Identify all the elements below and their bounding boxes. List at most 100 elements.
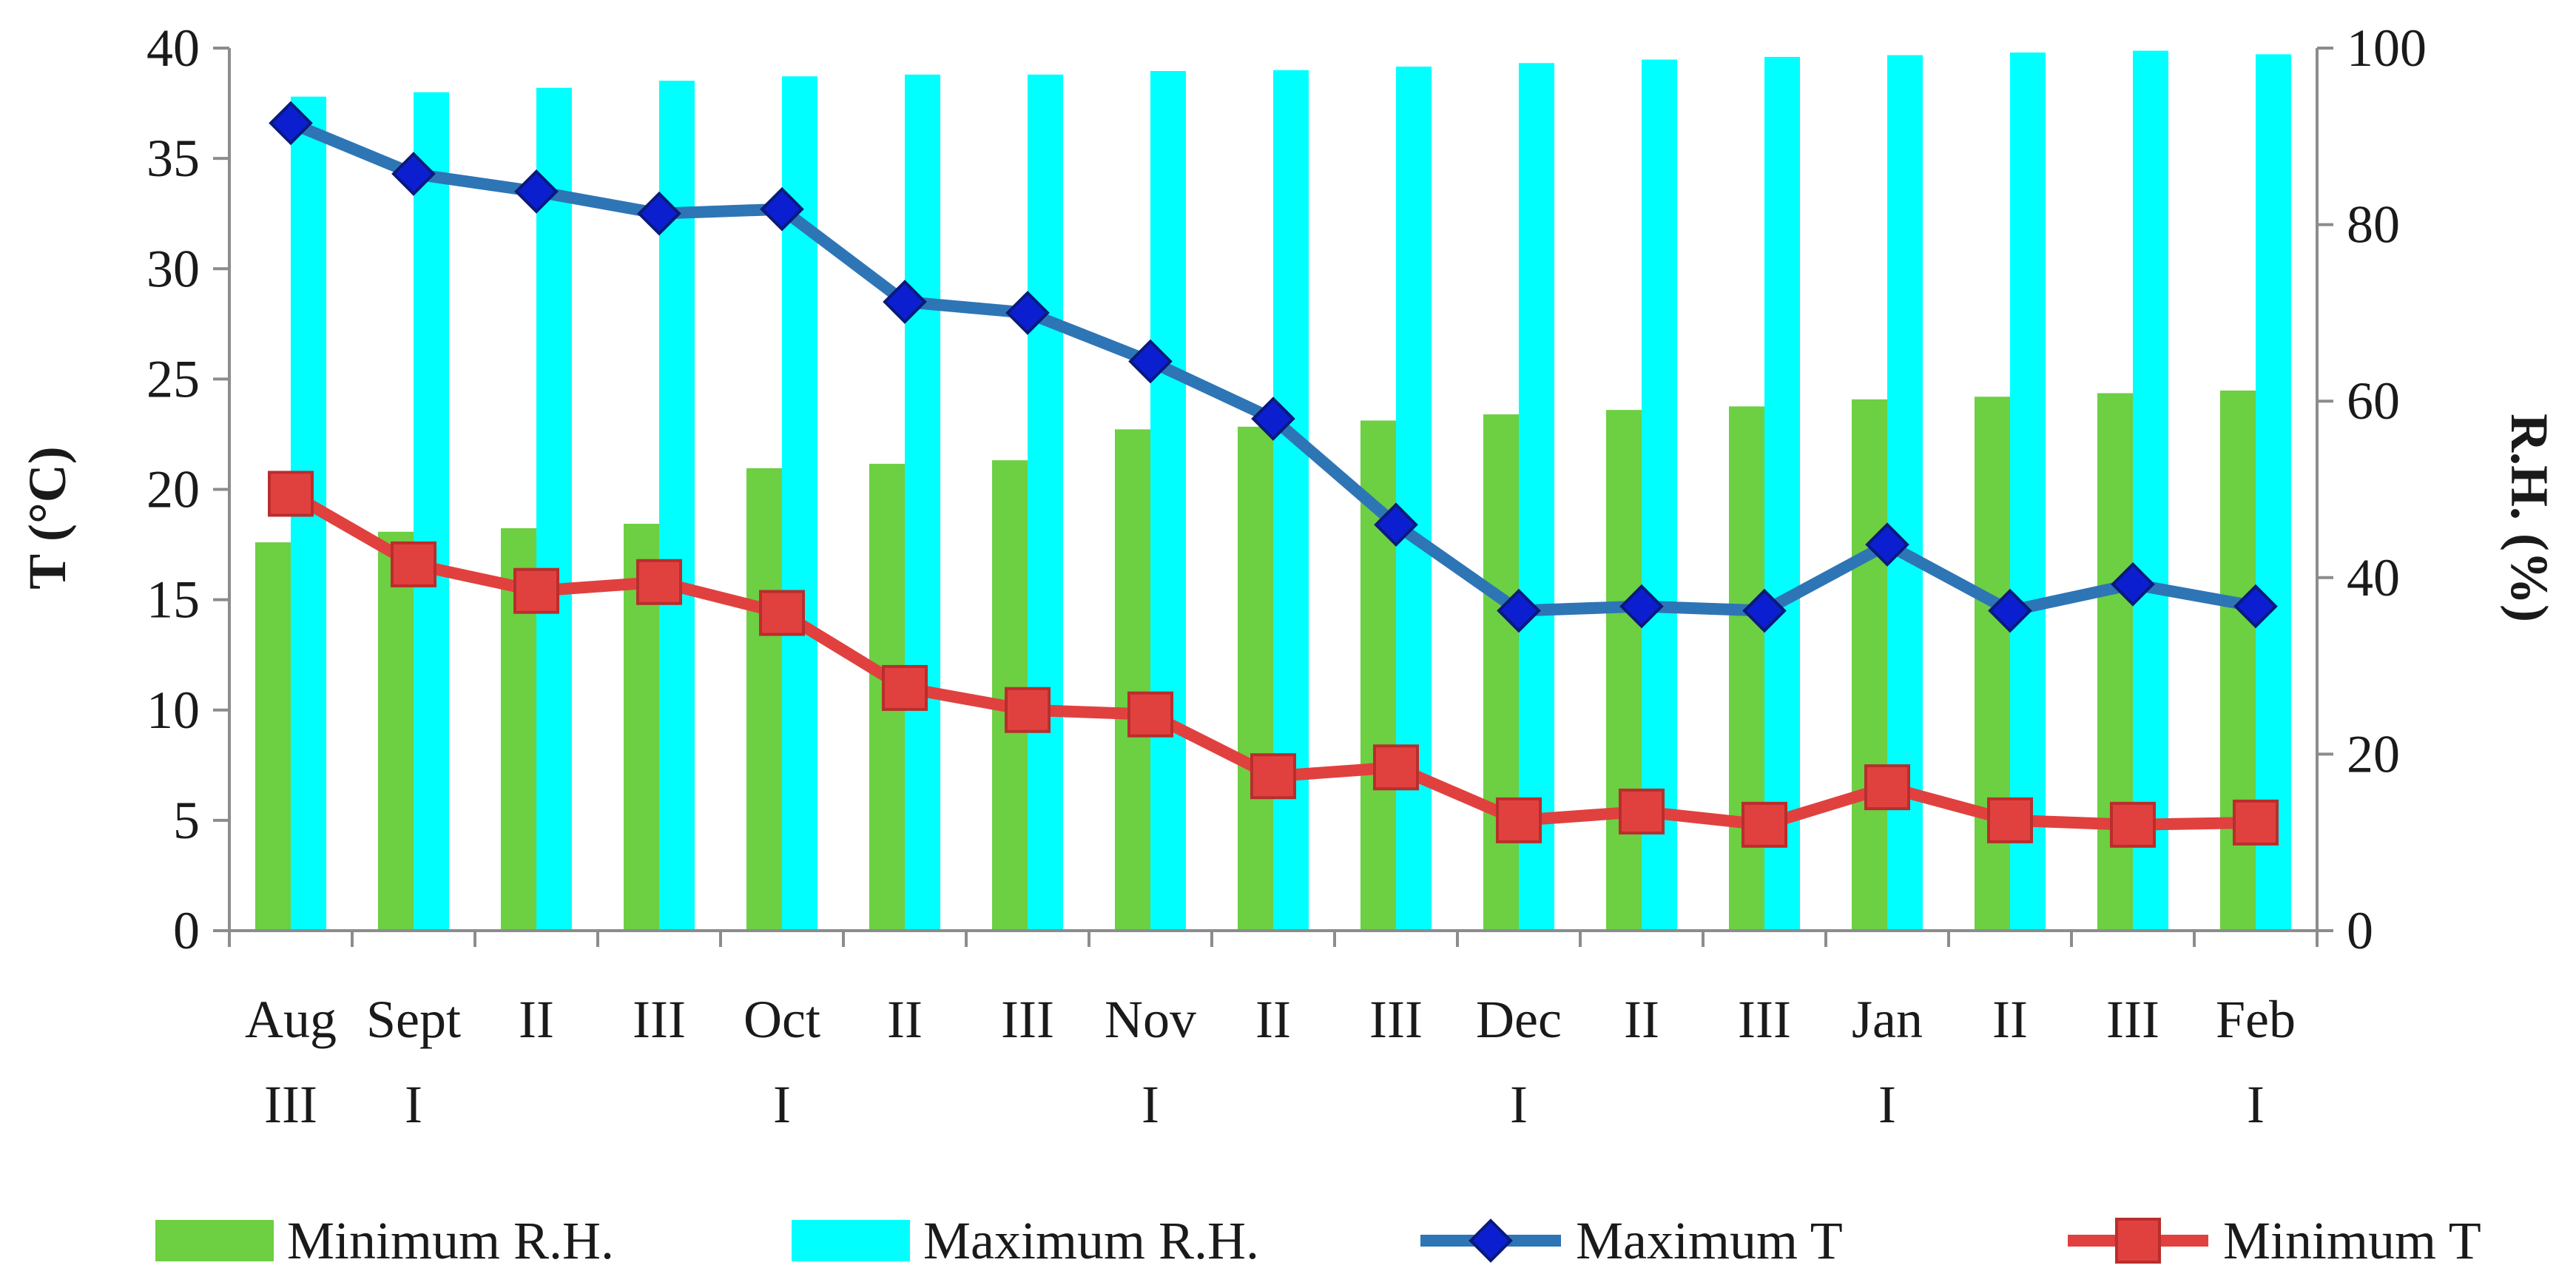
bar-maximum-r-h-12 [1764,56,1800,931]
x-category-sublabel: III [264,1075,317,1134]
point-minimum-t-2 [513,567,559,614]
x-category-label: Jan [1852,990,1923,1049]
x-category-label: III [1369,990,1423,1049]
y-right-tick-label: 80 [2347,195,2400,254]
point-maximum-t-8 [1251,397,1295,441]
y-right-tick-label: 100 [2347,18,2427,78]
bar-maximum-r-h-6 [1028,74,1063,931]
bar-minimum-r-h-0 [255,542,291,931]
bar-minimum-r-h-8 [1238,426,1273,931]
legend-label-minimum-r-h: Minimum R.H. [287,1211,614,1270]
legend-label-minimum-t: Minimum T [2223,1211,2481,1270]
bar-maximum-r-h-16 [2256,54,2291,931]
point-minimum-t-12 [1742,801,1787,848]
x-category-sublabel: I [2247,1075,2265,1134]
point-maximum-t-13 [1865,522,1909,567]
x-category-label: II [1992,990,2028,1049]
bar-maximum-r-h-10 [1519,63,1554,931]
point-minimum-t-0 [268,471,314,517]
point-minimum-t-8 [1250,753,1296,800]
point-minimum-t-15 [2110,801,2156,848]
bar-maximum-r-h-5 [905,74,940,931]
y-left-tick-label: 15 [146,570,200,630]
bar-maximum-r-h-7 [1150,71,1186,931]
bar-minimum-r-h-14 [1975,397,2010,931]
point-maximum-t-12 [1742,588,1787,633]
point-maximum-t-1 [391,152,436,196]
point-minimum-t-11 [1619,788,1665,834]
bar-maximum-r-h-1 [414,92,449,931]
bar-maximum-r-h-2 [536,87,572,931]
point-minimum-t-5 [882,664,928,711]
lines-layer [268,101,2279,848]
x-category-sublabel: I [773,1075,791,1134]
point-maximum-t-5 [883,280,927,324]
x-category-label: II [519,990,554,1049]
bar-minimum-r-h-10 [1483,414,1519,931]
point-minimum-t-4 [759,590,805,636]
y-right-tick-label: 20 [2347,724,2400,783]
x-category-sublabel: I [1878,1075,1896,1134]
bar-minimum-r-h-7 [1115,429,1150,931]
point-minimum-t-16 [2233,799,2279,846]
point-maximum-t-6 [1005,291,1050,335]
bar-minimum-r-h-1 [378,531,414,931]
point-minimum-t-13 [1864,764,1910,811]
bar-maximum-r-h-8 [1273,70,1309,931]
x-category-label: Dec [1476,990,1562,1049]
x-category-label: II [1255,990,1291,1049]
x-category-label: III [1001,990,1054,1049]
point-maximum-t-15 [2111,562,2155,607]
x-category-label: Aug [245,990,337,1049]
point-minimum-t-1 [391,541,436,587]
point-minimum-t-3 [636,559,682,605]
bar-maximum-r-h-11 [1642,59,1677,931]
bar-maximum-r-h-9 [1396,67,1432,931]
bar-minimum-r-h-13 [1852,399,1887,931]
x-category-label: III [1738,990,1791,1049]
point-maximum-t-7 [1128,339,1173,384]
axes-layer [213,47,2333,947]
x-category-label: II [1624,990,1659,1049]
y-left-tick-label: 40 [146,18,200,78]
x-category-label: II [887,990,923,1049]
x-category-label: Feb [2216,990,2296,1049]
bar-minimum-r-h-16 [2220,390,2256,931]
y-left-tick-label: 10 [146,681,200,740]
x-category-label: Sept [366,990,461,1049]
legend-swatch-minimum-r-h [155,1220,274,1261]
tick-labels-layer: 0 5 10 15 20 25 30 35 40 0 20 40 60 80 100 [146,18,2427,960]
y-left-axis-title: T (°C) [18,446,77,589]
point-maximum-t-2 [514,169,559,214]
legend-marker-minimum-t [2115,1218,2161,1264]
bar-minimum-r-h-4 [746,468,782,931]
y-left-tick-label: 35 [146,129,200,188]
y-right-tick-label: 40 [2347,548,2400,607]
point-minimum-t-14 [1987,797,2033,843]
y-left-tick-label: 30 [146,239,200,298]
point-maximum-t-9 [1374,502,1418,547]
y-right-tick-label: 0 [2347,901,2373,960]
y-right-tick-label: 60 [2347,371,2400,431]
legend-label-maximum-t: Maximum T [1576,1211,1843,1270]
point-maximum-t-0 [269,101,313,146]
y-left-tick-label: 25 [146,349,200,408]
point-maximum-t-4 [760,186,804,232]
bar-minimum-r-h-12 [1729,406,1764,931]
x-category-sublabel: I [405,1075,422,1134]
bar-maximum-r-h-14 [2010,52,2046,931]
x-category-sublabel: I [1142,1075,1159,1134]
point-minimum-t-7 [1127,691,1173,738]
bar-minimum-r-h-15 [2097,393,2133,931]
y-right-axis-title: R.H. (%) [2500,414,2559,622]
legend-label-maximum-r-h: Maximum R.H. [923,1211,1259,1270]
point-maximum-t-3 [637,191,681,236]
x-category-label: Oct [744,990,820,1049]
x-category-label: Nov [1105,990,1196,1049]
bar-maximum-r-h-15 [2133,50,2168,931]
point-maximum-t-10 [1497,588,1541,633]
point-maximum-t-14 [1988,588,2032,633]
x-category-label: III [2106,990,2159,1049]
legend-marker-maximum-t [1469,1218,1513,1263]
